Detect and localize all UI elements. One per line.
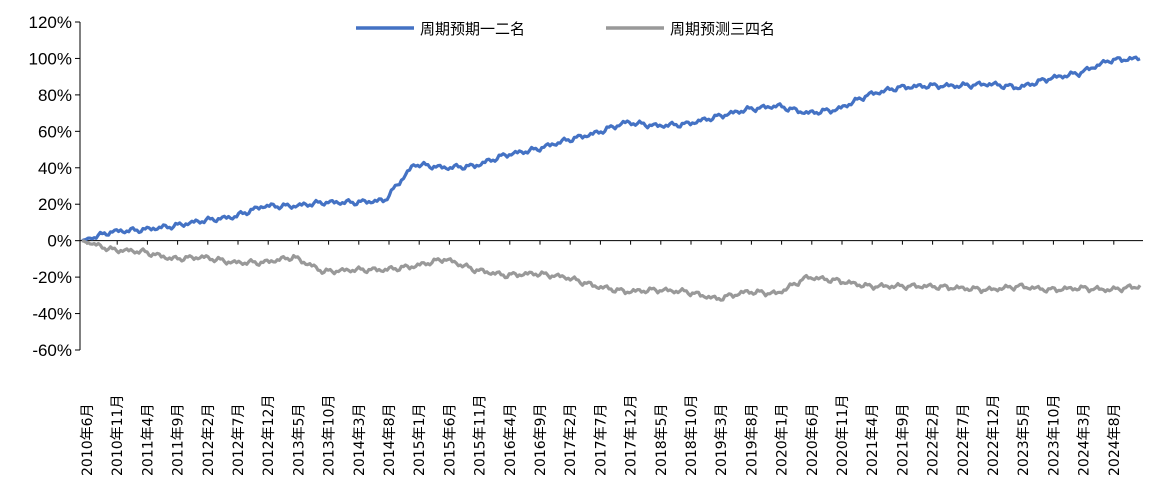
x-tick-label: 2021年4月 [865,403,881,476]
x-axis: 2010年6月 2010年11月 2011年4月 2011年9月 2012年2月 2012… [80,240,1143,476]
legend-label-1: 周期预期一二名 [420,20,525,38]
x-tick-label: 2020年6月 [805,403,821,476]
x-tick-label: 2021年9月 [895,403,911,476]
x-tick-label: 2011年9月 [171,403,187,476]
x-tick-label: 2012年12月 [261,395,277,476]
x-tick-label: 2020年11月 [835,395,851,476]
x-tick-label: 2024年8月 [1107,403,1123,476]
x-tick-label: 2015年6月 [442,403,458,476]
y-tick-label: -20% [32,268,72,287]
y-tick-label: 120% [29,13,72,32]
x-tick-label: 2018年5月 [654,403,670,476]
legend-label-2: 周期预测三四名 [670,20,775,38]
x-tick-label: 2011年4月 [140,403,156,476]
x-tick-label: 2012年2月 [201,403,217,476]
y-tick-label: -60% [32,341,72,360]
x-tick-label: 2017年7月 [593,403,609,476]
y-tick-label: 40% [38,159,72,178]
y-tick-label: 0% [47,232,72,251]
x-tick-label: 2019年8月 [744,403,760,476]
x-tick-label: 2020年1月 [775,403,791,476]
x-tick-label: 2013年5月 [291,403,307,476]
x-tick-label: 2013年10月 [322,395,338,476]
x-tick-label: 2012年7月 [231,403,247,476]
series-line-2 [81,239,1142,302]
legend: 周期预期一二名 周期预测三四名 [356,20,775,38]
y-tick-label: 20% [38,195,72,214]
series-layer [81,55,1142,302]
x-tick-label: 2022年2月 [926,403,942,476]
y-tick-label: -40% [32,305,72,324]
x-tick-label: 2022年7月 [956,403,972,476]
x-tick-label: 2019年3月 [714,403,730,476]
x-tick-label: 2016年9月 [533,403,549,476]
y-axis: 120% 100% 80% 60% 40% 20% 0% -20% -40% -60% [29,13,81,360]
x-tick-label: 2024年3月 [1077,403,1093,476]
x-tick-label: 2023年10月 [1046,395,1062,476]
x-tick-label: 2010年11月 [110,395,126,476]
x-tick-label: 2014年3月 [352,403,368,476]
series-line-1 [81,55,1141,243]
x-tick-label: 2023年5月 [1016,403,1032,476]
x-tick-label: 2016年4月 [503,403,519,476]
y-tick-label: 60% [38,122,72,141]
y-tick-label: 80% [38,86,72,105]
x-tick-label: 2017年12月 [624,395,640,476]
y-tick-label: 100% [29,49,72,68]
x-tick-label: 2015年11月 [473,395,489,476]
x-tick-label: 2017年2月 [563,403,579,476]
x-tick-label: 2010年6月 [80,403,96,476]
x-tick-label: 2014年8月 [382,403,398,476]
x-tick-label: 2018年10月 [684,395,700,476]
x-tick-label: 2015年1月 [412,403,428,476]
x-tick-label: 2022年12月 [986,395,1002,476]
